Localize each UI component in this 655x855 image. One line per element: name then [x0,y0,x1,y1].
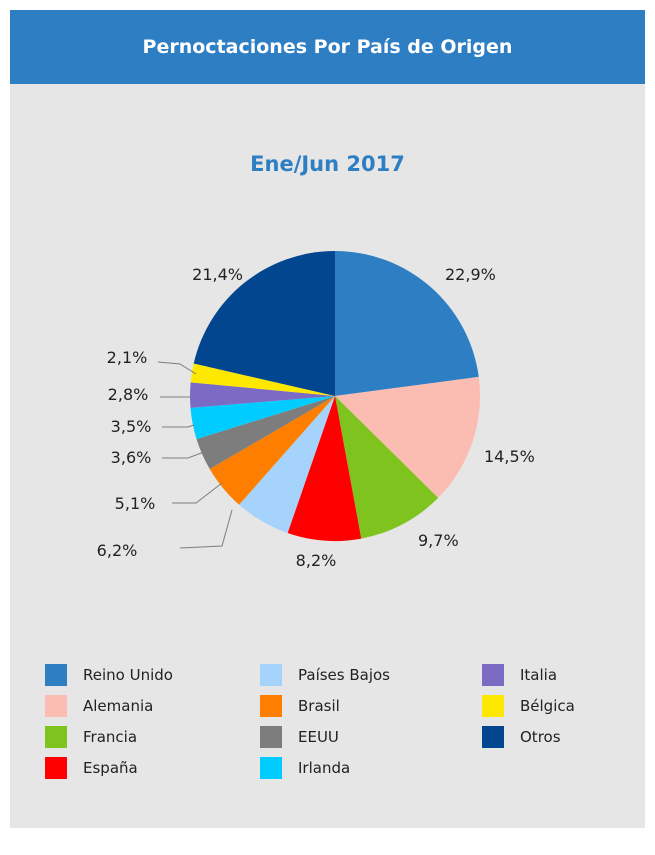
pie-slice-bélgica [190,363,335,396]
chart-title: Ene/Jun 2017 [250,152,405,176]
header-bar: Pernoctaciones Por País de Origen [10,10,645,84]
pie-slice-países-bajos [239,396,335,534]
pie-slice-reino-unido [335,251,479,396]
leader-line [162,424,195,428]
pie-slice-españa [287,396,362,541]
pie-slice-alemania [335,376,480,498]
slice-label: 8,2% [296,551,337,570]
pie-slice-brasil [209,396,335,505]
slice-label: 9,7% [418,531,459,550]
slice-label: 22,9% [445,265,496,284]
leader-line [162,451,205,459]
leader-line [157,361,197,375]
pie-slice-otros [193,251,335,396]
leader-line [179,509,233,549]
slice-label: 5,1% [115,494,156,513]
slice-label: 3,5% [111,417,152,436]
pie-slice-italia [189,382,335,408]
slice-label: 14,5% [484,447,535,466]
leader-line [172,482,223,504]
pie-slice-francia [335,396,439,539]
pie-slice-irlanda [190,396,335,440]
slice-label: 3,6% [111,448,152,467]
slice-label: 2,1% [107,348,148,367]
header-title: Pernoctaciones Por País de Origen [142,36,513,58]
pie-slice-eeuu [196,396,335,470]
slice-label: 2,8% [108,385,149,404]
slice-label: 6,2% [97,541,138,560]
slice-label: 21,4% [192,265,243,284]
